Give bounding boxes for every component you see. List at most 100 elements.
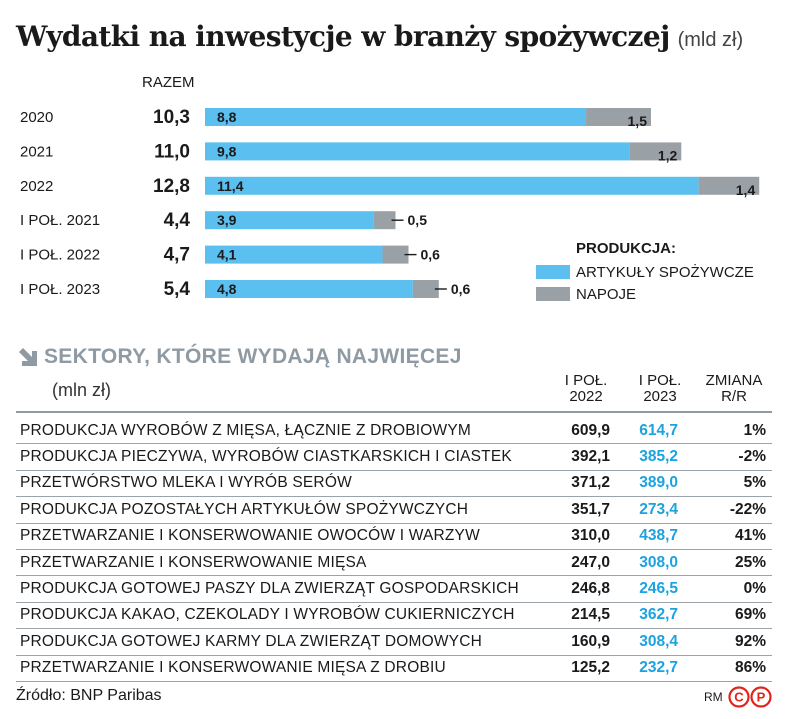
food-value-label: 4,8: [217, 281, 237, 297]
svg-text:P: P: [757, 690, 766, 705]
bar-drinks: [629, 142, 682, 161]
legend-swatch-drinks: [536, 287, 570, 301]
table-top-rule: [16, 411, 772, 413]
change-value: 86%: [692, 655, 772, 682]
value-2022: 125,2: [554, 655, 618, 682]
category-label: I POŁ. 2021: [20, 212, 100, 229]
value-2023: 362,7: [618, 602, 692, 630]
title-text: Wydatki na inwestycje w branży spożywcze…: [16, 20, 670, 53]
legend-item-food: ARTYKUŁY SPOŻYWCZE: [536, 264, 754, 281]
source-note: Źródło: BNP Paribas: [16, 687, 162, 704]
sector-name: PRODUKCJA GOTOWEJ PASZY DLA ZWIERZĄT GOS…: [16, 575, 554, 603]
sector-name: PRODUKCJA PIECZYWA, WYROBÓW CIASTKARSKIC…: [16, 443, 554, 471]
author-initials: RM: [704, 690, 723, 704]
change-value: -22%: [692, 496, 772, 524]
value-2023: 308,4: [618, 628, 692, 656]
change-value: 92%: [692, 628, 772, 656]
table-row: PRZETWARZANIE I KONSERWOWANIE MIĘSA Z DR…: [16, 655, 772, 682]
value-2022: 246,8: [554, 575, 618, 603]
change-value: 41%: [692, 523, 772, 550]
change-value: -2%: [692, 443, 772, 471]
value-2023: 308,0: [618, 549, 692, 577]
table-row: PRZETWÓRSTWO MLEKA I WYRÓB SERÓW 371,2 389…: [16, 470, 772, 498]
value-2022: 351,7: [554, 496, 618, 524]
total-value: 4,4: [164, 210, 191, 231]
cp-logo: C P: [728, 686, 772, 708]
bar-food: [205, 211, 374, 230]
total-value: 11,0: [154, 141, 190, 162]
sectors-table: PRODUKCJA WYROBÓW Z MIĘSA, ŁĄCZNIE Z DRO…: [16, 418, 772, 682]
column-header-2023: I POŁ. 2023: [638, 372, 682, 405]
drinks-value-label: 1,5: [628, 113, 648, 129]
arrow-down-right-icon: [19, 348, 37, 366]
value-2022: 247,0: [554, 549, 618, 577]
bar-drinks: [698, 176, 760, 195]
drinks-value-label: 1,4: [736, 182, 756, 198]
food-value-label: 11,4: [217, 178, 244, 194]
food-value-label: 3,9: [217, 212, 237, 228]
table-row: PRODUKCJA KAKAO, CZEKOLADY I WYROBÓW CUK…: [16, 602, 772, 630]
category-label: I POŁ. 2023: [20, 281, 100, 298]
legend-swatch-food: [536, 265, 570, 279]
chart-title: Wydatki na inwestycje w branży spożywcze…: [16, 20, 743, 53]
sector-name: PRZETWÓRSTWO MLEKA I WYRÓB SERÓW: [16, 470, 554, 498]
sector-name: PRODUKCJA KAKAO, CZEKOLADY I WYROBÓW CUK…: [16, 602, 554, 630]
sector-name: PRODUKCJA POZOSTAŁYCH ARTYKUŁÓW SPOŻYWCZ…: [16, 496, 554, 524]
legend-title: PRODUKCJA:: [576, 240, 677, 257]
value-2023: 246,5: [618, 575, 692, 603]
investment-bar-chart: RAZEM 2020 10,3 8,8 1,5 2021 11,0 9,8 1,2 2022 12…: [20, 74, 760, 300]
table-row: PRODUKCJA PIECZYWA, WYROBÓW CIASTKARSKIC…: [16, 443, 772, 471]
total-value: 5,4: [164, 279, 191, 300]
bar-drinks: [373, 211, 396, 230]
total-value: 10,3: [153, 107, 190, 128]
drinks-value-label: 0,6: [451, 281, 471, 297]
sectors-title: SEKTORY, KTÓRE WYDAJĄ NAJWIĘCEJ: [44, 345, 462, 368]
value-2023: 385,2: [618, 443, 692, 471]
change-value: 25%: [692, 549, 772, 577]
column-header-change: ZMIANA R/R: [705, 372, 763, 405]
value-2023: 614,7: [618, 418, 692, 445]
table-row: PRODUKCJA GOTOWEJ KARMY DLA ZWIERZĄT DOM…: [16, 628, 772, 656]
food-value-label: 9,8: [217, 143, 237, 159]
bar-drinks: [412, 280, 439, 298]
drinks-value-label: 1,2: [658, 147, 678, 163]
sectors-heading: SEKTORY, KTÓRE WYDAJĄ NAJWIĘCEJ: [16, 345, 462, 369]
value-2022: 310,0: [554, 523, 618, 550]
total-value: 4,7: [164, 245, 190, 266]
value-2022: 160,9: [554, 628, 618, 656]
value-2023: 389,0: [618, 470, 692, 498]
value-2022: 392,1: [554, 443, 618, 471]
legend-item-drinks: NAPOJE: [536, 285, 637, 303]
value-2023: 438,7: [618, 523, 692, 550]
bar-food: [205, 280, 413, 298]
sectors-unit: (mln zł): [52, 380, 111, 400]
bar-drinks: [382, 245, 409, 264]
table-row: PRODUKCJA WYROBÓW Z MIĘSA, ŁĄCZNIE Z DRO…: [16, 418, 772, 445]
table-row: PRODUKCJA POZOSTAŁYCH ARTYKUŁÓW SPOŻYWCZ…: [16, 496, 772, 524]
bar-food: [205, 176, 699, 195]
table-row: PRZETWARZANIE I KONSERWOWANIE MIĘSA 247,0…: [16, 549, 772, 577]
drinks-value-label: 0,6: [421, 247, 441, 263]
drinks-value-label: 0,5: [408, 212, 428, 228]
total-column-header: RAZEM: [142, 74, 195, 91]
sector-name: PRODUKCJA WYROBÓW Z MIĘSA, ŁĄCZNIE Z DRO…: [16, 418, 554, 445]
legend-label-drinks: NAPOJE: [576, 285, 637, 303]
bar-food: [205, 142, 630, 161]
change-value: 0%: [692, 575, 772, 603]
sector-name: PRZETWARZANIE I KONSERWOWANIE MIĘSA: [16, 549, 554, 577]
sector-name: PRODUKCJA GOTOWEJ KARMY DLA ZWIERZĄT DOM…: [16, 628, 554, 656]
value-2023: 273,4: [618, 496, 692, 524]
value-2022: 214,5: [554, 602, 618, 630]
food-value-label: 4,1: [217, 247, 237, 263]
total-value: 12,8: [153, 176, 190, 197]
value-2023: 232,7: [618, 655, 692, 682]
category-label: I POŁ. 2022: [20, 247, 100, 264]
svg-text:C: C: [734, 690, 744, 705]
bar-food: [205, 245, 383, 264]
change-value: 1%: [692, 418, 772, 445]
bar-food: [205, 108, 587, 126]
change-value: 69%: [692, 602, 772, 630]
sector-name: PRZETWARZANIE I KONSERWOWANIE OWOCÓW I W…: [16, 523, 554, 550]
food-value-label: 8,8: [217, 109, 237, 125]
table-row: PRODUKCJA GOTOWEJ PASZY DLA ZWIERZĄT GOS…: [16, 575, 772, 603]
